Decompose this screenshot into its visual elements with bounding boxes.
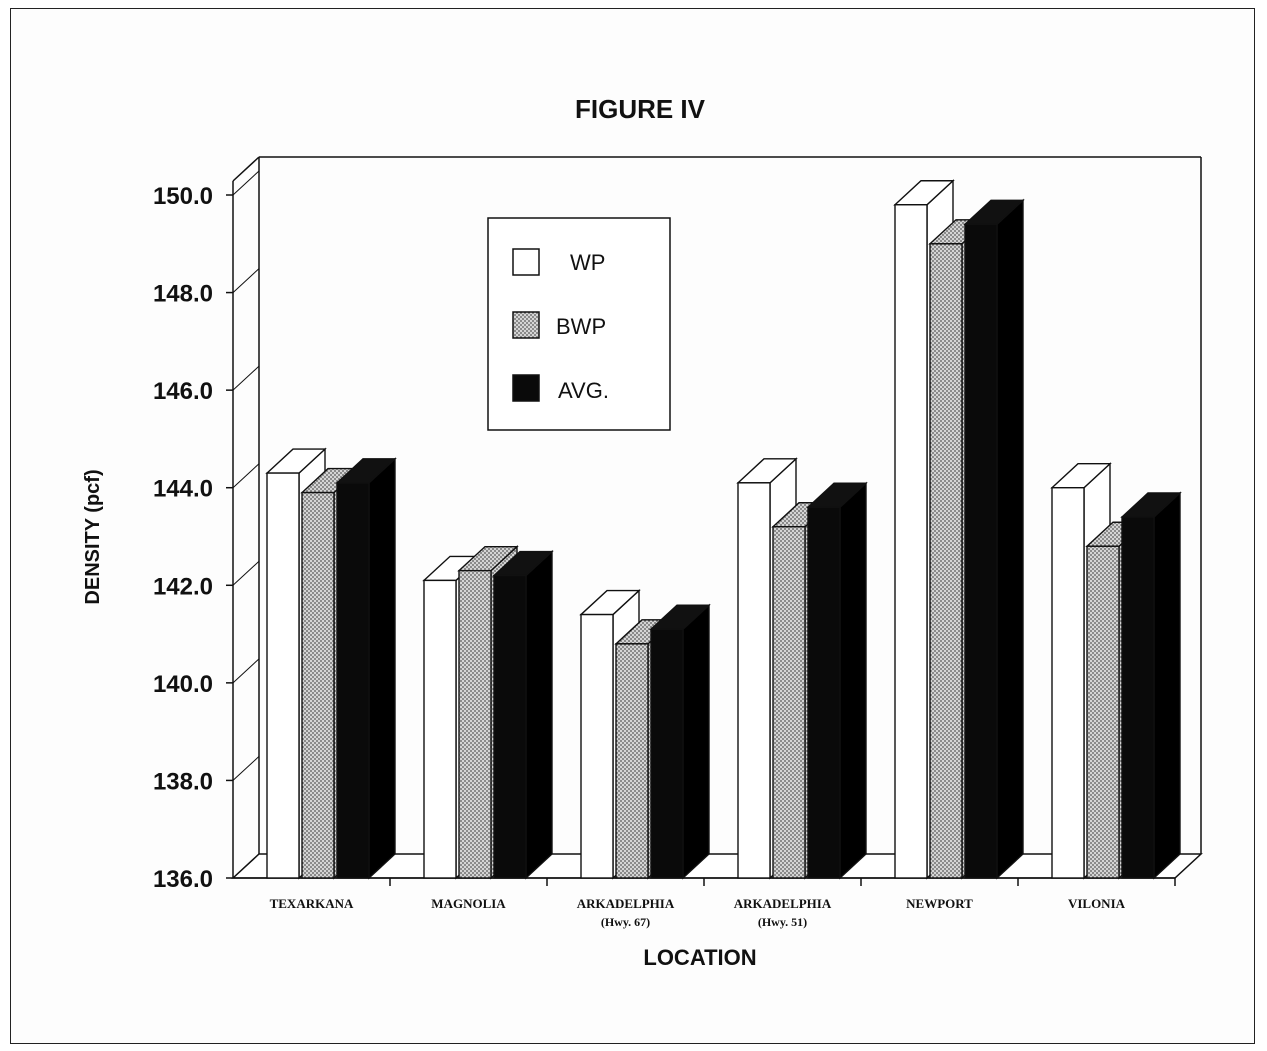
- bar-side: [839, 481, 867, 880]
- bar-front: [737, 482, 771, 879]
- bar-front: [615, 643, 649, 879]
- x-axis-label: LOCATION: [643, 945, 756, 970]
- bar-front: [301, 491, 335, 879]
- y-tick-label: 146.0: [153, 378, 213, 405]
- bar-front: [894, 204, 928, 879]
- x-tick-label: ARKADELPHIA: [577, 896, 675, 911]
- bar-front: [458, 569, 492, 879]
- legend-swatch-bwp: [512, 311, 540, 339]
- x-tick-sublabel: (Hwy. 51): [758, 915, 807, 929]
- bar-front: [493, 574, 527, 879]
- bar-front: [423, 579, 457, 879]
- bar-front: [807, 506, 841, 879]
- bar-front: [650, 628, 684, 879]
- y-tick-side-line: [232, 853, 260, 879]
- y-tick-label: 150.0: [153, 183, 213, 210]
- bar-avg-1: [492, 549, 554, 880]
- bar-front: [266, 472, 300, 879]
- y-tick-side-line: [232, 560, 260, 586]
- x-tick-label: MAGNOLIA: [431, 896, 506, 911]
- bars: [265, 179, 1182, 880]
- bar-side: [996, 198, 1024, 880]
- x-tick-label: ARKADELPHIA: [734, 896, 832, 911]
- bar-avg-0: [335, 457, 397, 880]
- legend-swatch-wp: [512, 248, 540, 276]
- y-tick-label: 138.0: [153, 768, 213, 795]
- bar-side: [682, 603, 710, 880]
- x-tick-label: NEWPORT: [906, 896, 973, 911]
- y-tick-side-line: [232, 756, 260, 781]
- y-tick-label: 144.0: [153, 476, 213, 503]
- bar-avg-3: [806, 481, 868, 880]
- bar-front: [1051, 487, 1085, 879]
- x-tick-labels: TEXARKANA MAGNOLIA ARKADELPHIA (Hwy. 67) ARK…: [270, 878, 1176, 929]
- bar-front: [929, 243, 963, 879]
- side-wall-top-edge: [232, 156, 260, 182]
- y-ticks: 136.0 138.0 140.0 142.0 144.0 146.0 148.0 150.0: [153, 170, 260, 893]
- bar-side: [525, 549, 553, 880]
- bar-front: [1086, 545, 1120, 879]
- bar-side: [368, 457, 396, 880]
- y-tick-side-line: [232, 170, 260, 196]
- y-tick-label: 136.0: [153, 866, 213, 893]
- bar-avg-4: [963, 198, 1025, 880]
- bar-front: [336, 482, 370, 879]
- bar-front: [580, 613, 614, 879]
- chart-title: FIGURE IV: [575, 94, 706, 124]
- legend: WP BWP AVG.: [487, 217, 671, 431]
- y-tick-side-line: [232, 658, 260, 684]
- bar-front: [964, 223, 998, 879]
- y-axis-label: DENSITY (pcf): [82, 469, 104, 604]
- legend-label-bwp: BWP: [556, 314, 606, 339]
- bar-avg-2: [649, 603, 711, 880]
- legend-swatch-avg: [512, 374, 540, 402]
- x-tick-label: TEXARKANA: [270, 896, 354, 911]
- y-tick-side-line: [232, 463, 260, 489]
- x-tick-label: VILONIA: [1068, 896, 1126, 911]
- y-tick-label: 140.0: [153, 671, 213, 698]
- legend-label-avg: AVG.: [558, 378, 609, 403]
- x-tick-sublabel: (Hwy. 67): [601, 915, 650, 929]
- y-tick-side-line: [232, 365, 260, 391]
- bar-avg-5: [1120, 491, 1182, 880]
- y-tick-side-line: [232, 268, 260, 293]
- bar-front: [1121, 516, 1155, 879]
- bar-side: [1153, 491, 1181, 880]
- bar-front: [772, 526, 806, 879]
- legend-label-wp: WP: [570, 250, 605, 275]
- y-tick-label: 142.0: [153, 573, 213, 600]
- y-tick-label: 148.0: [153, 281, 213, 308]
